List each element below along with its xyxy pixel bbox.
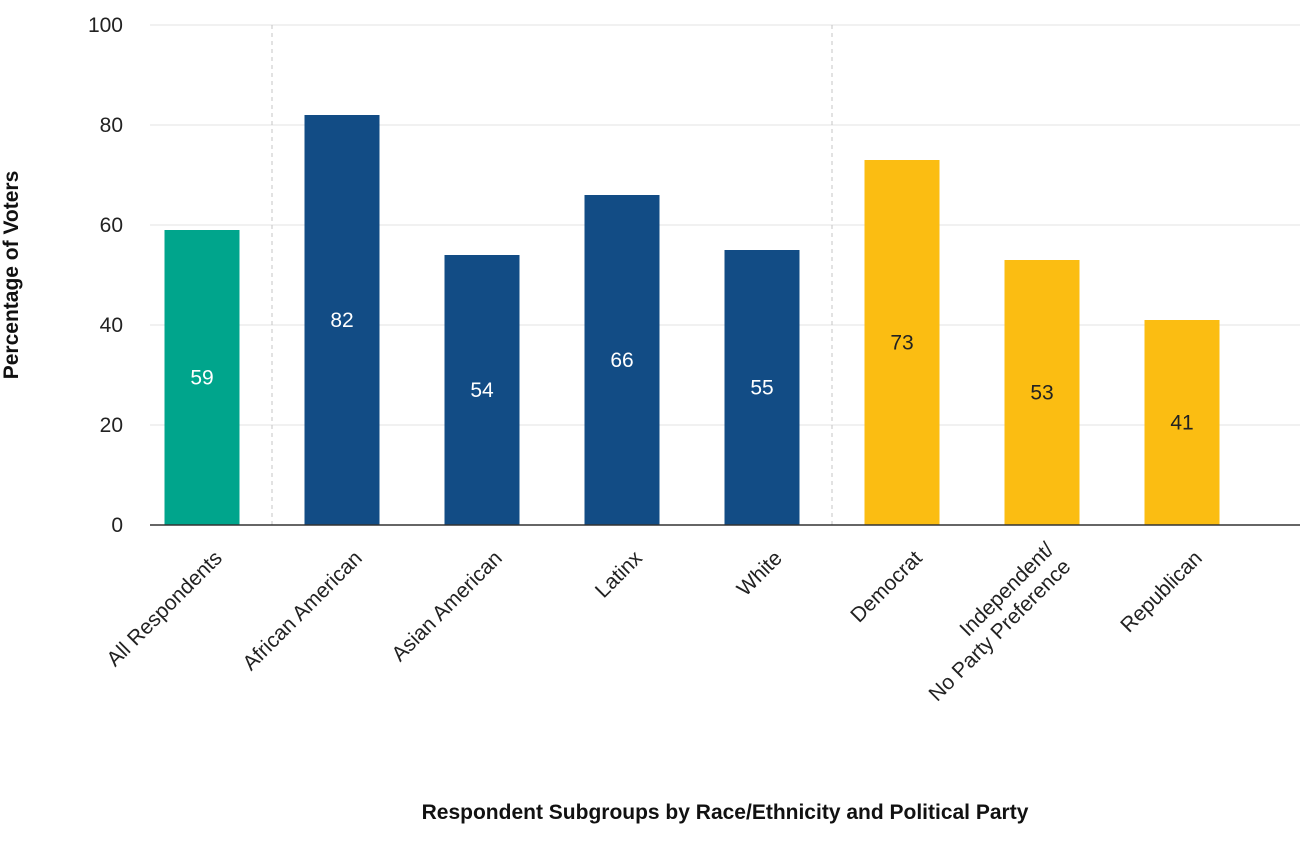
category-label: African American	[238, 547, 367, 676]
group-separators	[271, 25, 833, 525]
svg-text:Democrat: Democrat	[846, 546, 927, 627]
bar-value-label: 53	[1030, 382, 1053, 405]
bar	[304, 115, 380, 525]
category-labels: All Respondents African American Asian Ame…	[102, 538, 1206, 706]
y-tick-label: 40	[100, 314, 123, 337]
svg-text:African American: African American	[238, 547, 367, 676]
bar	[864, 160, 940, 525]
bar-value-label: 82	[330, 309, 353, 332]
category-label: White	[733, 547, 787, 601]
svg-text:All Respondents: All Respondents	[102, 547, 226, 671]
bars	[164, 115, 1220, 525]
y-tick-label: 100	[88, 14, 123, 37]
y-axis-ticks: 0 20 40 60 80 100	[88, 14, 123, 537]
bar-value-label: 59	[190, 367, 213, 390]
bar	[444, 255, 520, 525]
bar	[724, 250, 800, 525]
bar	[1004, 260, 1080, 525]
category-label: All Respondents	[102, 547, 226, 671]
svg-text:White: White	[733, 547, 787, 601]
bar-value-label: 41	[1170, 412, 1193, 435]
y-tick-label: 80	[100, 114, 123, 137]
bar-value-label: 55	[750, 377, 773, 400]
category-label: Republican	[1116, 547, 1207, 638]
bar	[584, 195, 660, 525]
svg-text:Latinx: Latinx	[591, 546, 647, 602]
bar	[164, 230, 240, 525]
category-label: Democrat	[846, 546, 927, 627]
x-axis-title: Respondent Subgroups by Race/Ethnicity a…	[422, 801, 1029, 824]
category-label: Asian American	[387, 547, 506, 666]
y-tick-label: 60	[100, 214, 123, 237]
svg-text:Independent/No Party Preferenc: Independent/No Party Preference	[908, 538, 1076, 706]
svg-text:Asian American: Asian American	[387, 547, 506, 666]
bar-value-label: 73	[890, 332, 913, 355]
category-label: Independent/No Party Preference	[908, 538, 1076, 706]
bar	[1144, 320, 1220, 525]
y-tick-label: 20	[100, 414, 123, 437]
svg-text:Republican: Republican	[1116, 547, 1207, 638]
category-label: Latinx	[591, 546, 647, 602]
y-tick-label: 0	[111, 514, 123, 537]
bar-value-label: 54	[470, 379, 494, 402]
data-labels: 59 82 54 66 55 73 53 41	[190, 309, 1193, 435]
bar-value-label: 66	[610, 349, 633, 372]
y-axis-title: Percentage of Voters	[0, 171, 23, 380]
